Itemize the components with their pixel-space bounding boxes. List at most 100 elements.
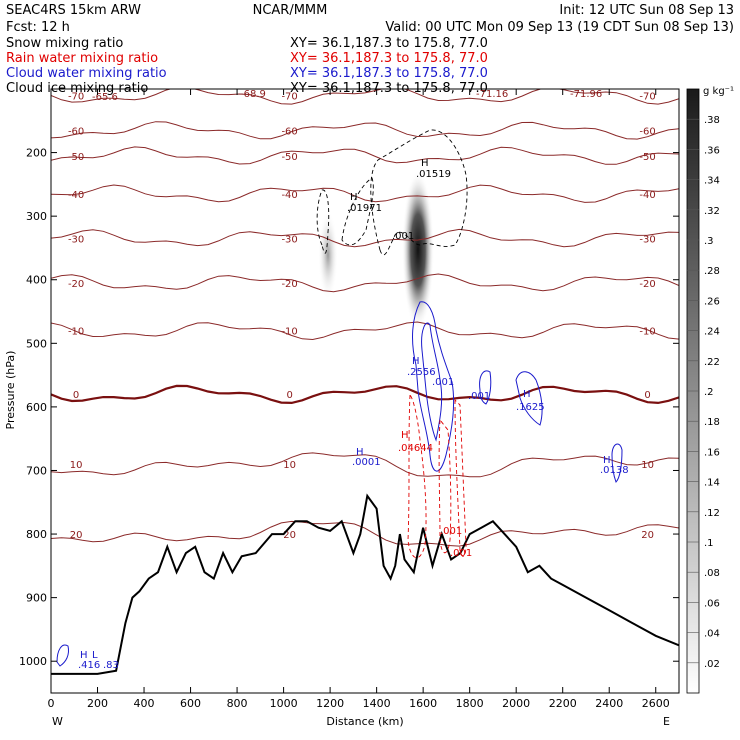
temperature-contour-label: -20 xyxy=(281,279,297,290)
cloudwater-h-marker-4: H xyxy=(603,455,611,466)
cloudwater-l-marker: L xyxy=(92,650,98,661)
colorbar-tick-label: .38 xyxy=(704,115,720,126)
cloudwater-h-marker-5: H xyxy=(80,650,88,661)
x-tick-label: 2600 xyxy=(642,697,670,710)
plot-frame xyxy=(50,88,680,694)
temperature-contour-label: -10 xyxy=(639,327,655,338)
cloud-water-contour-west xyxy=(56,644,69,667)
rain-max-label: .04644 xyxy=(398,443,433,454)
temperature-contour-label: 0 xyxy=(286,390,292,401)
cloud-water-contour-far-right xyxy=(611,443,623,483)
colorbar-tick-label: .14 xyxy=(704,478,720,489)
temperature-contour-label: -20 xyxy=(68,279,84,290)
field-name-cloudwater: Cloud water mixing ratio xyxy=(6,66,167,81)
temperature-contour-label: -10 xyxy=(68,327,84,338)
temperature-contours: -70 -70 -70 -60 -60 -60 -50 -50 -50 -40 -40 -40 -30 -… xyxy=(51,89,679,547)
temperature-contour-label: 20 xyxy=(70,530,83,541)
colorbar-tick-label: .04 xyxy=(704,629,720,640)
snow-shade-core xyxy=(402,170,434,330)
forecast-hour: Fcst: 12 h xyxy=(6,20,70,35)
colorbar-tick-label: .32 xyxy=(704,206,720,217)
field-name-snow: Snow mixing ratio xyxy=(6,36,123,51)
temperature-contour-label: -40 xyxy=(281,190,297,201)
cloud-ice-contour-left xyxy=(316,189,330,254)
cloud-ice-contour-main xyxy=(370,129,468,256)
y-tick-label: 700 xyxy=(26,464,47,477)
colorbar-tick-label: .12 xyxy=(704,508,720,519)
cloudwater-label-4: .0001 xyxy=(352,457,381,468)
temperature-contour-label: -70 xyxy=(281,91,297,102)
temperature-contour-line xyxy=(51,146,679,165)
cloudwater-label-5: .0138 xyxy=(600,465,629,476)
field-xy-rain: XY= 36.1,187.3 to 175.8, 77.0 xyxy=(290,51,488,66)
x-tick-label: 0 xyxy=(48,697,55,710)
temperature-contour-label: -60 xyxy=(281,126,297,137)
snow-max-h-marker-2: H xyxy=(350,192,358,203)
temperature-contour-label: -30 xyxy=(68,234,84,245)
x-axis-label: Distance (km) xyxy=(326,715,403,728)
temperature-contour-label: -10 xyxy=(281,327,297,338)
temperature-contour-label: -50 xyxy=(68,152,84,163)
rain-contour-right xyxy=(454,398,467,557)
colorbar-tick-label: .02 xyxy=(704,659,720,670)
temperature-contour-label: -30 xyxy=(281,234,297,245)
colorbar-tick-label: .26 xyxy=(704,296,720,307)
rain-contour-main xyxy=(407,393,427,558)
temperature-contour-label: 20 xyxy=(641,530,654,541)
x-tick-label: 200 xyxy=(87,697,108,710)
temperature-contour-label: 10 xyxy=(641,460,654,471)
terrain-group xyxy=(51,493,679,675)
east-label: E xyxy=(663,715,670,728)
temperature-contour-label: -50 xyxy=(639,152,655,163)
x-tick-label: 1600 xyxy=(409,697,437,710)
y-axis-label: Pressure (hPa) xyxy=(4,351,17,430)
rain-label-3: .001 xyxy=(450,548,472,559)
field-xy-snow: XY= 36.1,187.3 to 175.8, 77.0 xyxy=(290,36,488,51)
temperature-contour-label: -30 xyxy=(639,234,655,245)
y-tick-label: 1000 xyxy=(19,655,47,668)
temperature-contour-label: -40 xyxy=(68,190,84,201)
cloud-water-contour-right1 xyxy=(479,370,492,405)
field-xy-cloudwater: XY= 36.1,187.3 to 175.8, 77.0 xyxy=(290,66,488,81)
x-tick-label: 2200 xyxy=(549,697,577,710)
top-edge-label-1: -65.6 xyxy=(92,92,118,103)
colorbar-tick-label: .18 xyxy=(704,417,720,428)
colorbar-tick-label: .24 xyxy=(704,327,720,338)
temperature-contour-label: 10 xyxy=(70,460,83,471)
temperature-contour-line xyxy=(51,121,679,140)
temperature-contour-label: 0 xyxy=(644,390,650,401)
init-time: Init: 12 UTC Sun 08 Sep 13 xyxy=(559,3,734,18)
snow-min-label: .001 xyxy=(392,231,414,242)
snow-max-label-2: .01971 xyxy=(347,203,382,214)
temperature-contour-label: 20 xyxy=(283,530,296,541)
temperature-contour-line xyxy=(51,184,679,203)
top-edge-label-4: -71.96 xyxy=(570,89,602,100)
y-tick-label: 400 xyxy=(26,274,47,287)
axes: 0 200 400 600 800 1000 1200 1400 1600 1800 2000 220… xyxy=(19,89,679,710)
x-tick-label: 2000 xyxy=(502,697,530,710)
colorbar-tick-label: .34 xyxy=(704,176,720,187)
temperature-contour-line xyxy=(51,89,679,105)
temperature-contour-line xyxy=(51,520,679,547)
cloudwater-label-2: .001 xyxy=(432,377,454,388)
cloud-water-contour-main xyxy=(412,301,455,472)
y-tick-label: 300 xyxy=(26,210,47,223)
cloud-water-contour-inner xyxy=(421,322,443,442)
west-label: W xyxy=(52,715,63,728)
snow-max-label-1: .01519 xyxy=(416,169,451,180)
temperature-contour-label: 10 xyxy=(283,460,296,471)
cloudwater-h-marker: H xyxy=(412,356,420,367)
temperature-contour-line xyxy=(51,228,679,248)
colorbar-tick-label: .06 xyxy=(704,598,720,609)
temperature-contour-label: -60 xyxy=(639,126,655,137)
temperature-contour-label: -70 xyxy=(639,91,655,102)
center-label: NCAR/MMM xyxy=(253,3,328,18)
cloud-ice-contour-mid xyxy=(341,177,374,246)
colorbar-tick-label: .22 xyxy=(704,357,720,368)
cloudwater-h-marker-2: H xyxy=(523,389,531,400)
x-tick-label: 600 xyxy=(180,697,201,710)
cloudwater-label-3: .001 xyxy=(468,391,490,402)
colorbar-tick-label: .3 xyxy=(704,236,714,247)
terrain-line xyxy=(51,493,679,675)
